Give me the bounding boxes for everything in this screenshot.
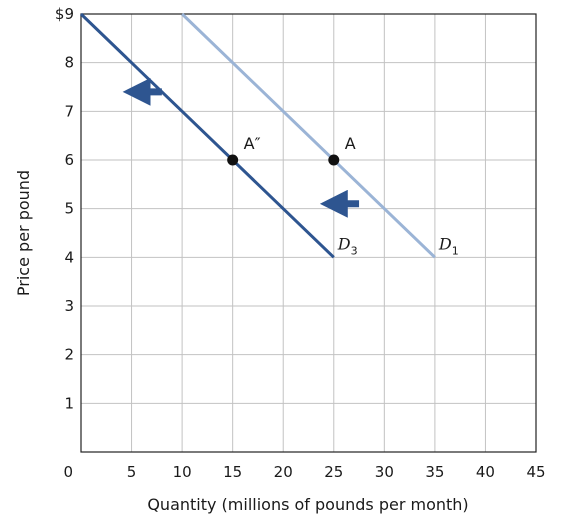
- y-tick-label: 3: [64, 297, 74, 315]
- y-axis-label: Price per pound: [14, 170, 33, 296]
- y-tick-label: 2: [64, 346, 74, 364]
- curve-label-sub: 1: [452, 244, 459, 257]
- x-tick-label: 40: [476, 463, 495, 481]
- x-tick-label: 45: [526, 463, 545, 481]
- x-tick-label: 35: [425, 463, 444, 481]
- plot-frame: [80, 13, 537, 453]
- shift-arrows: [122, 77, 360, 218]
- y-tick-label: 6: [64, 151, 74, 169]
- x-tick-label: 15: [223, 463, 242, 481]
- point-label-A2: A″: [244, 134, 261, 153]
- x-tick-label: 5: [127, 463, 137, 481]
- demand-curve-d3: [79, 12, 335, 259]
- grid-lines: [81, 14, 536, 452]
- curve-label-sub: 3: [351, 244, 358, 257]
- y-axis-ticks: 1 2 3 4 5 6 7 8 $9: [55, 5, 74, 412]
- y-tick-label: $9: [55, 5, 74, 23]
- point-A: [328, 154, 340, 166]
- x-tick-label: 10: [173, 463, 192, 481]
- demand-curve-d1: [181, 12, 436, 259]
- x-axis-ticks: 0 5 10 15 20 25 30 35 40 45: [63, 463, 545, 481]
- curve-label-main: D: [438, 234, 452, 253]
- x-tick-label: 0: [63, 463, 73, 481]
- y-tick-label: 5: [64, 200, 74, 218]
- y-tick-label: 1: [64, 394, 74, 412]
- y-tick-label: 4: [64, 248, 74, 266]
- curve-label-main: D: [337, 234, 351, 253]
- x-axis-label: Quantity (millions of pounds per month): [147, 495, 468, 514]
- curve-label-d3: D3: [337, 234, 358, 257]
- point-A2: [227, 154, 239, 166]
- y-tick-label: 7: [64, 102, 74, 120]
- x-tick-label: 25: [324, 463, 343, 481]
- equilibrium-points: A A″: [227, 134, 356, 166]
- point-label-A: A: [345, 134, 356, 153]
- x-tick-label: 20: [274, 463, 293, 481]
- y-tick-label: 8: [64, 54, 74, 72]
- x-tick-label: 30: [375, 463, 394, 481]
- curve-label-d1: D1: [438, 234, 459, 257]
